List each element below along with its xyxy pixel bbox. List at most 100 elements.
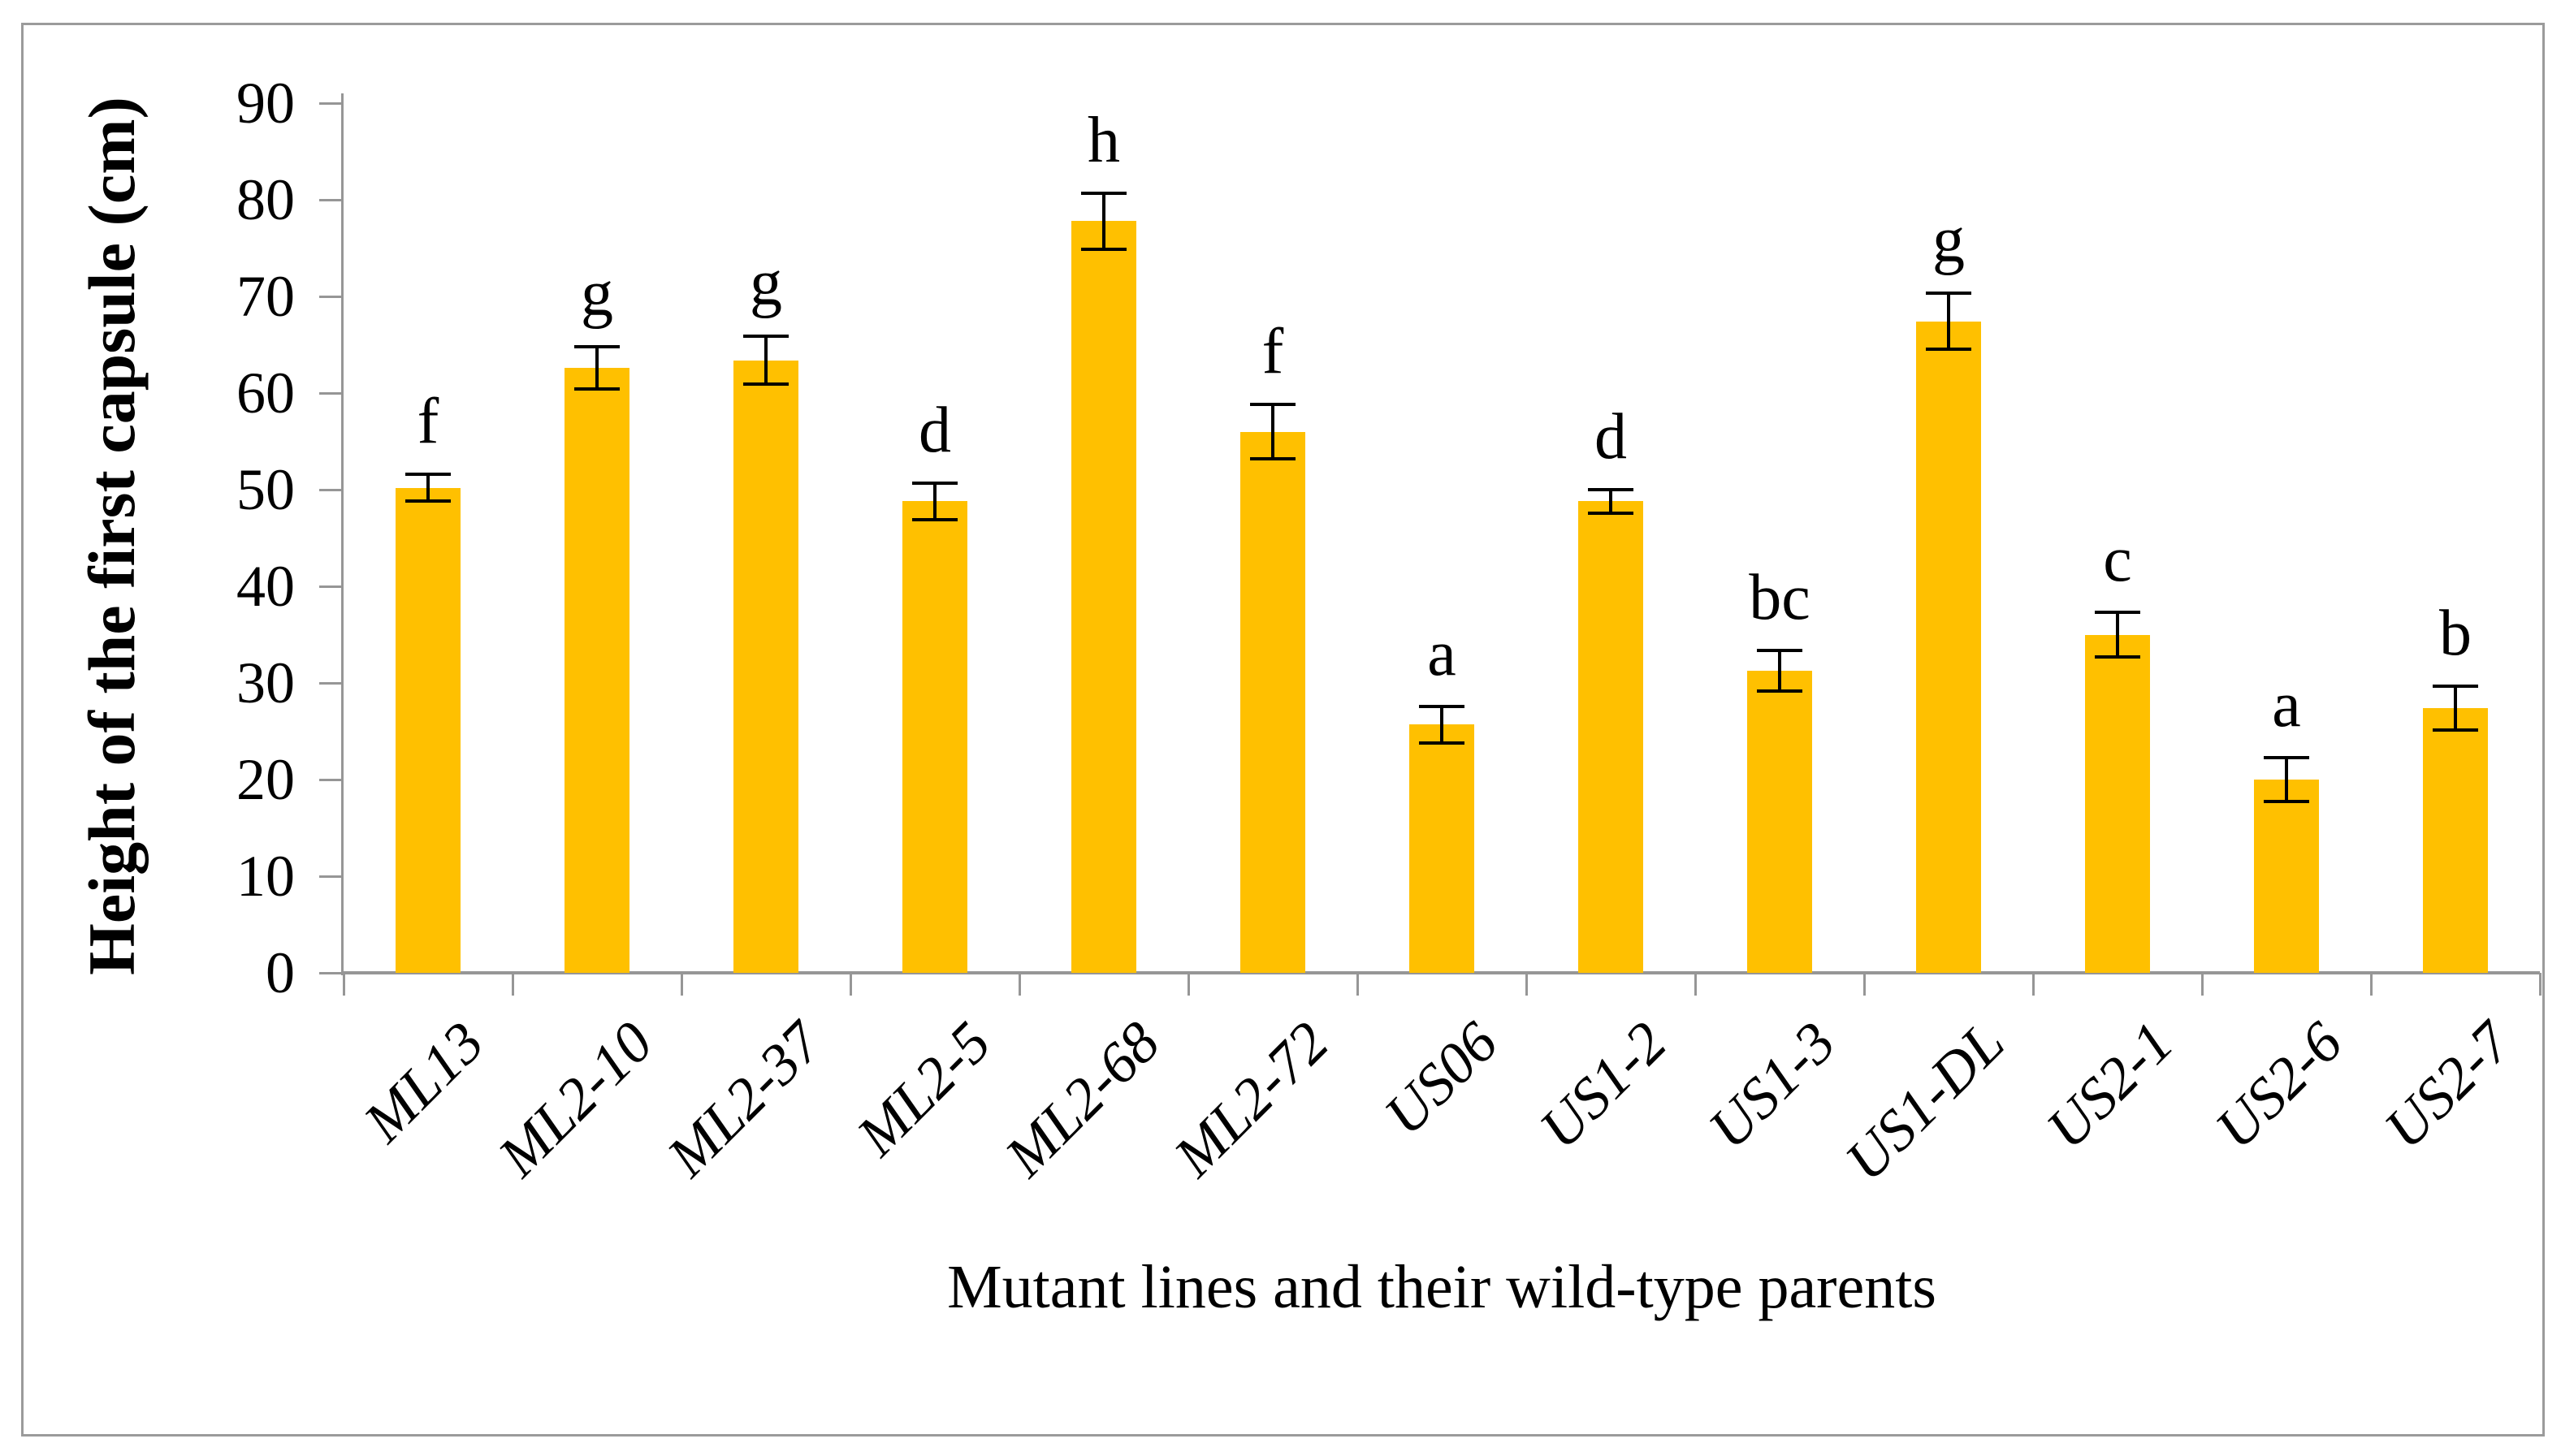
error-bar-line (764, 335, 768, 385)
error-bar-line (1947, 293, 1950, 350)
significance-letter: b (2439, 597, 2472, 669)
x-tick-mark (680, 973, 683, 996)
error-bar-cap-top (405, 472, 451, 476)
error-bar-line (1609, 490, 1612, 513)
bar (565, 368, 629, 973)
significance-letter: f (1261, 316, 1284, 388)
y-tick-mark (319, 875, 344, 878)
x-tick-mark (1862, 973, 1866, 996)
y-tick-mark (319, 295, 344, 298)
error-bar-cap-bottom (1588, 511, 1633, 515)
y-tick-mark (319, 971, 344, 974)
x-tick-label: US2-6 (2203, 1009, 2355, 1161)
error-bar-cap-top (1250, 403, 1296, 407)
x-tick-label: ML2-5 (844, 1009, 1003, 1169)
y-axis-line (341, 93, 344, 975)
x-tick-label: US2-1 (2034, 1009, 2186, 1161)
significance-letter: g (1932, 205, 1965, 277)
error-bar-line (1440, 706, 1443, 743)
error-bar-line (1102, 192, 1105, 249)
significance-letter: c (2103, 524, 2132, 596)
x-tick-label: ML2-37 (655, 1009, 834, 1189)
bar (1578, 501, 1643, 973)
error-bar-cap-bottom (1757, 689, 1802, 693)
y-tick-mark (319, 198, 344, 201)
x-tick-label: US1-2 (1527, 1009, 1679, 1161)
error-bar-cap-bottom (405, 499, 451, 503)
y-tick-label: 80 (236, 167, 295, 232)
x-tick-mark (2369, 973, 2373, 996)
x-tick-mark (1356, 973, 1359, 996)
bar (2254, 780, 2319, 973)
bar (902, 501, 967, 973)
y-tick-mark (319, 681, 344, 685)
x-tick-mark (2538, 973, 2542, 996)
bar (2085, 634, 2150, 973)
error-bar-cap-top (1081, 191, 1127, 195)
error-bar-cap-bottom (2095, 655, 2140, 659)
x-tick-label: US06 (1372, 1009, 1510, 1147)
significance-letter: bc (1749, 561, 1810, 633)
error-bar-line (1778, 650, 1781, 691)
x-tick-mark (1018, 973, 1021, 996)
x-tick-label: US1-3 (1696, 1009, 1848, 1161)
x-tick-mark (342, 973, 345, 996)
error-bar-cap-bottom (912, 517, 958, 521)
bar (1409, 724, 1474, 973)
error-bar-cap-top (2264, 755, 2309, 759)
x-tick-mark (2200, 973, 2204, 996)
y-tick-label: 20 (236, 747, 295, 812)
error-bar-line (2116, 612, 2119, 657)
bar (1071, 221, 1136, 973)
error-bar-cap-bottom (1419, 741, 1464, 745)
significance-letter: a (1427, 617, 1456, 689)
y-tick-mark (319, 391, 344, 395)
bar (2423, 707, 2488, 973)
x-tick-mark (849, 973, 852, 996)
x-axis-title: Mutant lines and their wild-type parents (947, 1253, 1936, 1321)
error-bar-cap-bottom (2433, 728, 2478, 732)
x-tick-mark (511, 973, 514, 996)
error-bar-cap-bottom (1081, 247, 1127, 251)
significance-letter: f (417, 385, 439, 457)
x-tick-mark (1187, 973, 1190, 996)
error-bar-cap-top (2433, 684, 2478, 688)
significance-letter: g (581, 257, 613, 330)
error-bar-cap-bottom (574, 387, 620, 391)
y-tick-label: 30 (236, 650, 295, 715)
error-bar-cap-top (912, 481, 958, 485)
x-tick-mark (1694, 973, 1697, 996)
y-tick-label: 10 (236, 844, 295, 909)
error-bar-cap-top (574, 344, 620, 348)
bar (1747, 670, 1812, 973)
x-tick-mark (2031, 973, 2035, 996)
error-bar-cap-top (2095, 611, 2140, 615)
error-bar-cap-bottom (743, 382, 789, 387)
error-bar-cap-top (1757, 648, 1802, 652)
significance-letter: d (1594, 401, 1627, 473)
error-bar-line (1271, 404, 1274, 459)
y-tick-label: 60 (236, 361, 295, 426)
x-tick-label: ML2-10 (486, 1009, 665, 1189)
y-tick-label: 70 (236, 264, 295, 329)
y-tick-label: 0 (266, 940, 295, 1005)
x-tick-label: ML2-68 (993, 1009, 1172, 1189)
error-bar-cap-bottom (2264, 800, 2309, 804)
y-tick-label: 50 (236, 457, 295, 522)
error-bar-cap-top (1419, 704, 1464, 708)
y-tick-mark (319, 585, 344, 588)
error-bar-line (595, 346, 599, 390)
y-tick-mark (319, 102, 344, 105)
x-tick-label: ML13 (351, 1009, 496, 1155)
significance-letter: a (2272, 668, 2301, 741)
error-bar-cap-bottom (1250, 456, 1296, 460)
x-tick-label: US2-7 (2372, 1009, 2524, 1161)
x-axis-line (344, 971, 2540, 974)
significance-letter: g (750, 247, 782, 319)
significance-letter: d (919, 394, 951, 466)
bar (733, 360, 798, 973)
error-bar-line (2454, 685, 2457, 731)
y-tick-label: 90 (236, 71, 295, 136)
error-bar-cap-top (743, 334, 789, 338)
